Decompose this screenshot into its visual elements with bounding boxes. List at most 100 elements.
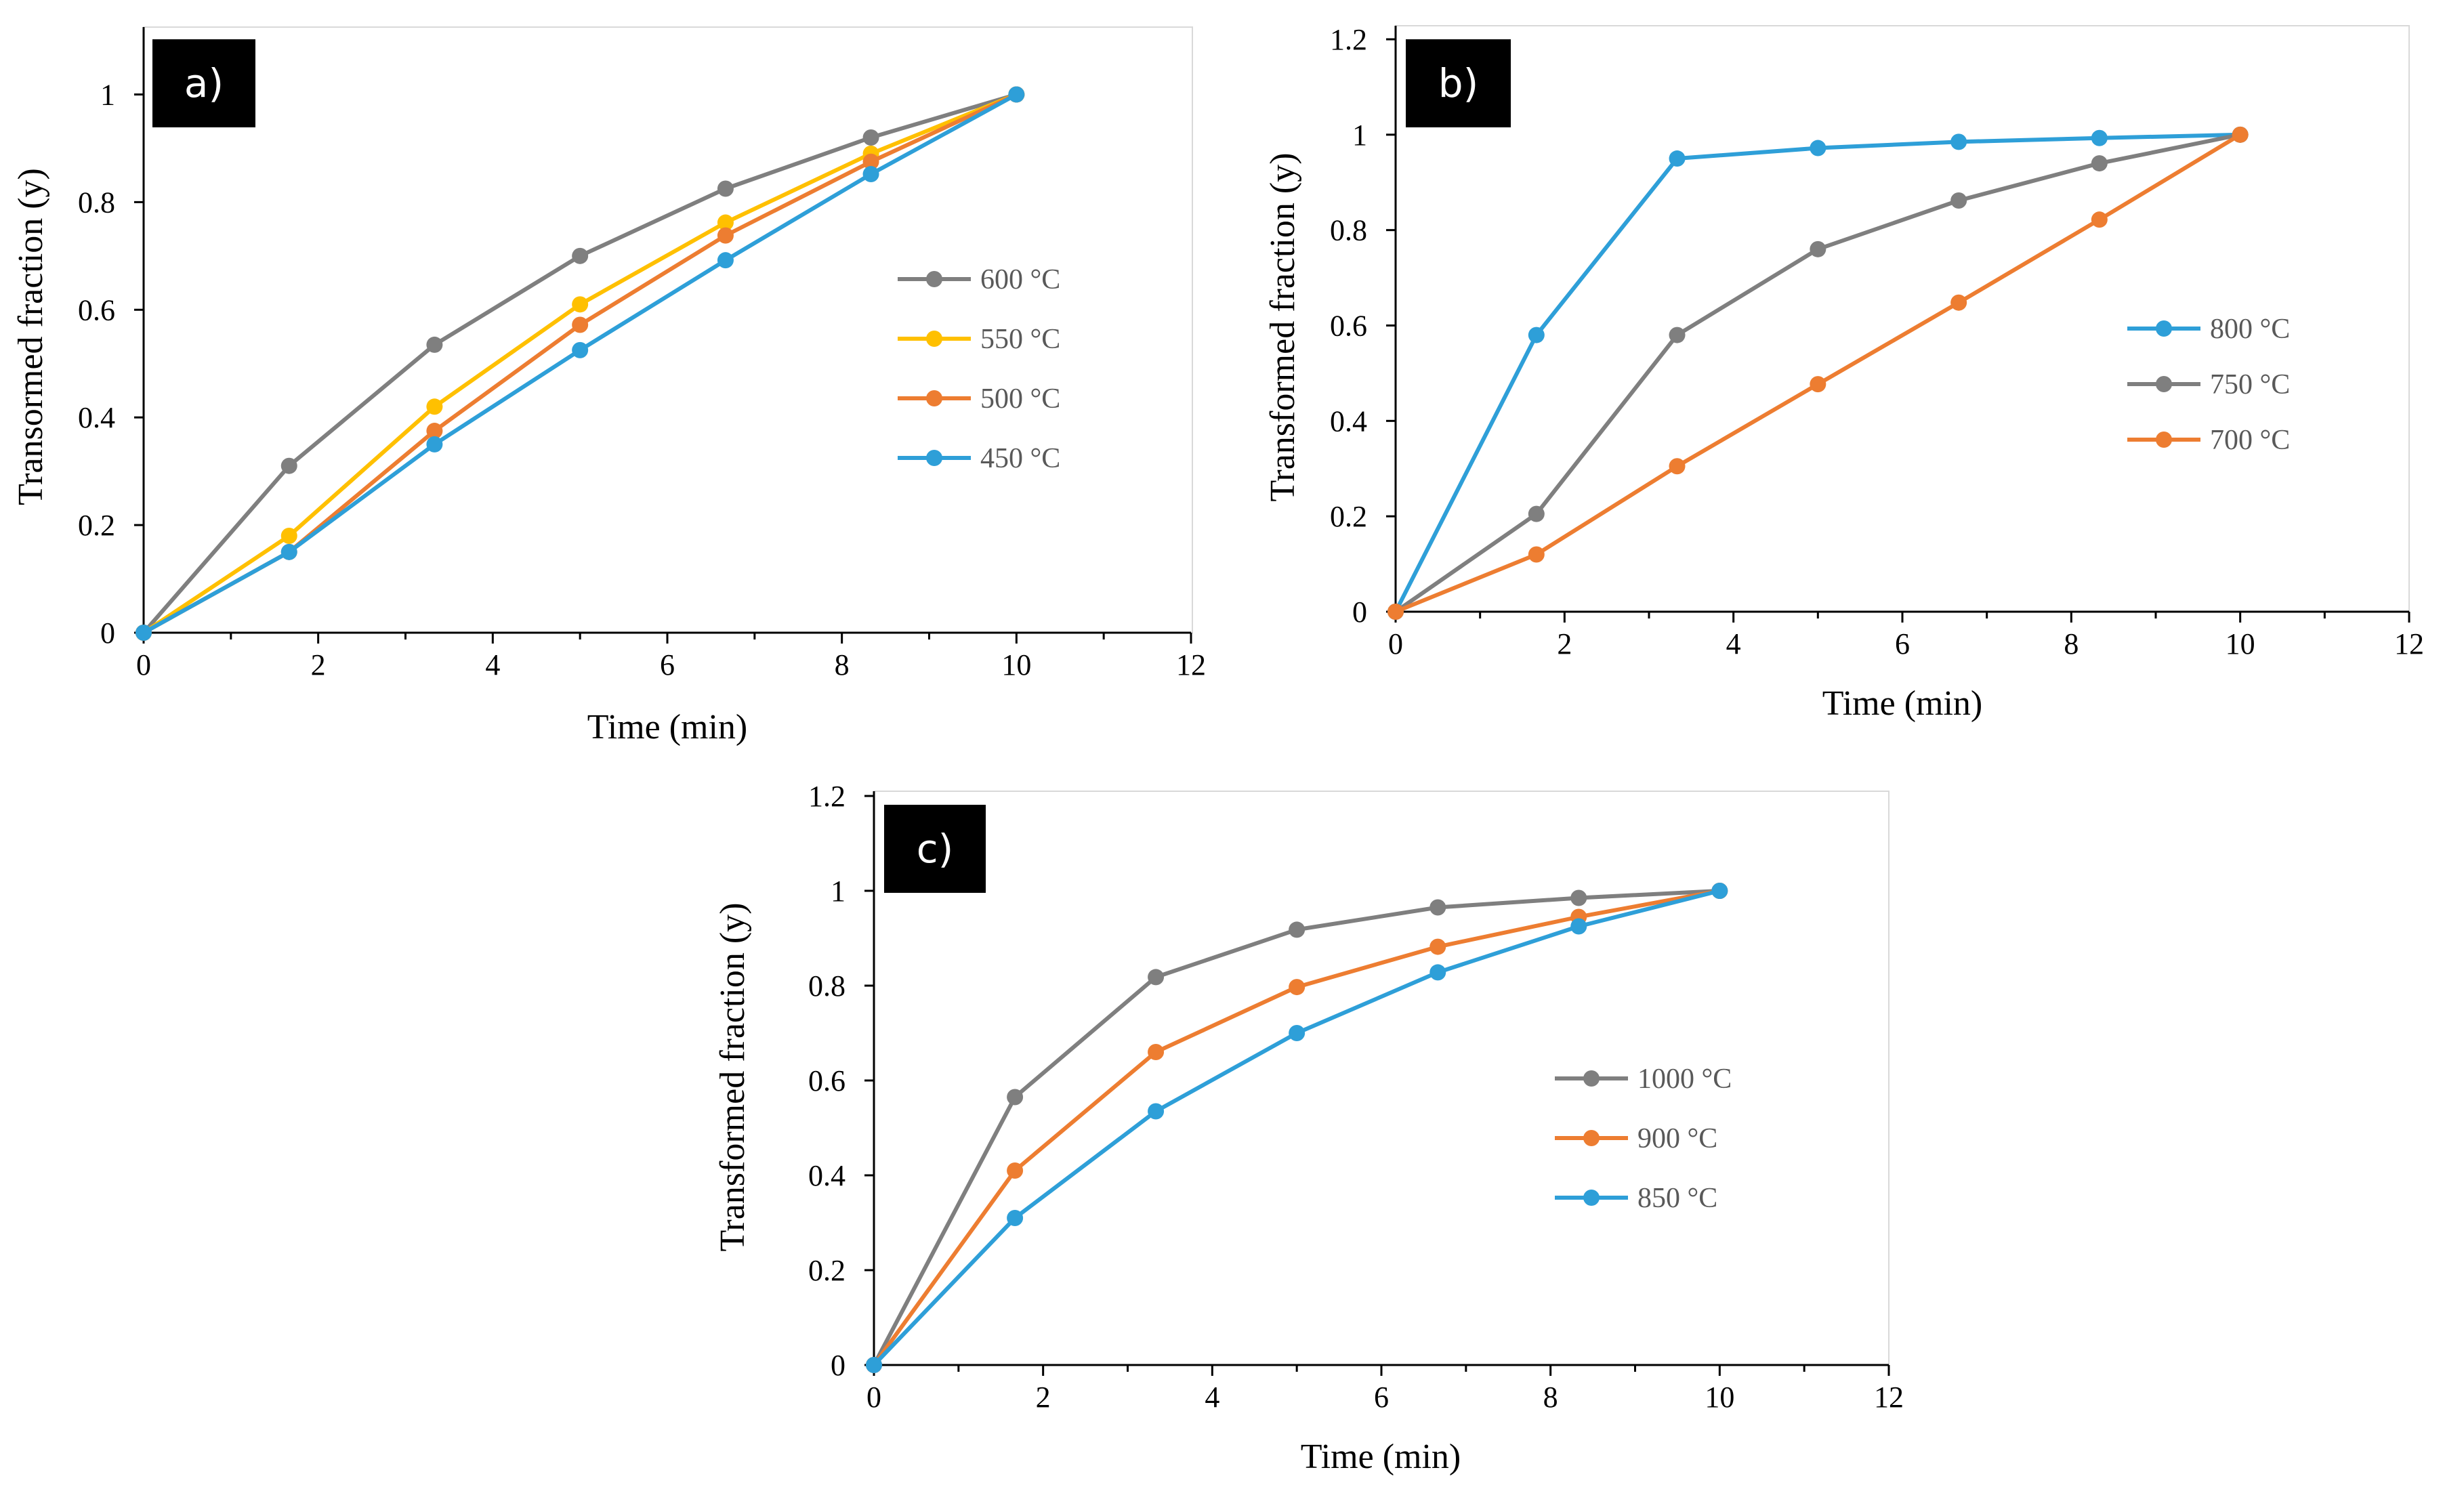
y-tick-label: 0.4 xyxy=(808,1159,845,1192)
y-tick-label: 0.4 xyxy=(1330,404,1367,438)
y-tick-label: 0.8 xyxy=(808,969,845,1003)
data-point xyxy=(1810,140,1826,156)
data-point xyxy=(1669,150,1686,167)
legend-marker xyxy=(2156,320,2172,337)
data-point xyxy=(1810,240,1826,257)
y-axis-title: Transformed fraction (y) xyxy=(713,902,752,1251)
data-point xyxy=(135,625,152,641)
data-point xyxy=(1008,86,1025,103)
chart-b: 0 2 4 6 8 10 12 0 0.2 0.4 0.6 0.8 1 1.2 Time (min) Tran… xyxy=(1264,23,2424,723)
panel-label-box xyxy=(1406,39,1511,127)
series-line xyxy=(142,92,1018,635)
legend-label: 600 °C xyxy=(980,264,1060,295)
x-tick-label: 12 xyxy=(2394,627,2424,660)
data-point xyxy=(2232,126,2249,143)
x-tick-label: 4 xyxy=(1726,627,1741,660)
data-point xyxy=(862,153,879,170)
legend-label: 450 °C xyxy=(980,443,1060,474)
data-point xyxy=(2091,129,2108,146)
legend-label: 550 °C xyxy=(980,324,1060,355)
y-tick-label: 0.2 xyxy=(1330,500,1367,533)
y-tick-label: 0 xyxy=(100,616,115,650)
panel-label-box xyxy=(884,805,986,893)
data-point xyxy=(572,247,589,264)
y-tick-label: 0.4 xyxy=(78,401,115,434)
data-point xyxy=(1429,938,1446,955)
data-point xyxy=(717,252,734,269)
legend-label: 800 °C xyxy=(2210,314,2290,345)
data-point xyxy=(1429,964,1446,981)
data-point xyxy=(1570,889,1587,906)
legend-marker xyxy=(1583,1190,1600,1206)
data-point xyxy=(426,436,443,453)
data-point xyxy=(1711,883,1728,899)
x-tick-label: 0 xyxy=(136,648,151,681)
x-tick-label: 6 xyxy=(1374,1381,1389,1414)
data-point xyxy=(280,527,297,544)
x-axis-title: Time (min) xyxy=(1822,684,1982,723)
y-axis-title: Transformed fraction (y) xyxy=(1264,152,1302,501)
data-point xyxy=(572,316,589,333)
x-tick-label: 2 xyxy=(1036,1381,1051,1414)
x-tick-label: 12 xyxy=(1176,648,1206,681)
data-point xyxy=(1148,969,1165,986)
data-point xyxy=(1007,1089,1024,1106)
x-tick-label: 4 xyxy=(1205,1381,1219,1414)
data-point xyxy=(280,457,297,474)
y-tick-label: 0.2 xyxy=(808,1254,845,1287)
legend-label: 1000 °C xyxy=(1637,1064,1732,1095)
series-line xyxy=(1394,132,2241,614)
data-point xyxy=(862,166,879,183)
x-tick-label: 8 xyxy=(2064,627,2079,660)
x-tick-label: 6 xyxy=(660,648,675,681)
data-point xyxy=(2091,211,2108,228)
legend-label: 900 °C xyxy=(1637,1123,1717,1154)
panel-label: a) xyxy=(184,60,224,106)
chart-c: 0 2 4 6 8 10 12 0 0.2 0.4 0.6 0.8 1 1.2 Time (min) Tran… xyxy=(713,780,1904,1476)
data-point xyxy=(717,180,734,197)
data-point xyxy=(426,398,443,415)
y-tick-label: 0 xyxy=(1352,595,1367,629)
data-point xyxy=(2091,155,2108,172)
data-point xyxy=(1148,1044,1165,1060)
x-tick-label: 12 xyxy=(1874,1381,1904,1414)
legend-marker xyxy=(2156,432,2172,448)
data-point xyxy=(862,129,879,146)
x-tick-label: 8 xyxy=(1543,1381,1558,1414)
series-line xyxy=(872,889,1720,1366)
data-point xyxy=(572,341,589,358)
data-point xyxy=(1387,604,1404,620)
y-tick-label: 1.2 xyxy=(1330,23,1367,56)
data-point xyxy=(717,227,734,244)
y-tick-label: 0 xyxy=(831,1349,845,1382)
x-tick-label: 4 xyxy=(485,648,500,681)
data-point xyxy=(426,423,443,440)
data-point xyxy=(1007,1162,1024,1179)
legend-label: 750 °C xyxy=(2210,369,2290,400)
data-point xyxy=(280,543,297,560)
x-tick-label: 0 xyxy=(866,1381,881,1414)
legend-marker xyxy=(926,271,942,287)
y-tick-label: 0.2 xyxy=(78,509,115,542)
x-tick-label: 6 xyxy=(1895,627,1910,660)
data-point xyxy=(1289,979,1306,996)
panel-label: c) xyxy=(917,826,954,872)
x-tick-label: 10 xyxy=(1001,648,1031,681)
data-point xyxy=(717,214,734,231)
data-point xyxy=(1810,376,1826,393)
legend-label: 700 °C xyxy=(2210,425,2290,456)
legend-label: 850 °C xyxy=(1637,1183,1717,1214)
data-point xyxy=(1148,1103,1165,1120)
x-tick-label: 0 xyxy=(1388,627,1403,660)
y-tick-label: 0.8 xyxy=(78,186,115,219)
series-line xyxy=(1394,133,2242,614)
plot-area xyxy=(873,791,1889,1366)
series-line xyxy=(1394,132,2240,613)
y-tick-label: 1 xyxy=(831,875,845,908)
x-axis-title: Time (min) xyxy=(587,708,747,747)
y-tick-label: 1 xyxy=(100,78,115,111)
data-point xyxy=(1950,133,1967,150)
data-point xyxy=(1528,505,1545,522)
legend-marker xyxy=(1583,1130,1600,1146)
x-tick-label: 8 xyxy=(835,648,850,681)
